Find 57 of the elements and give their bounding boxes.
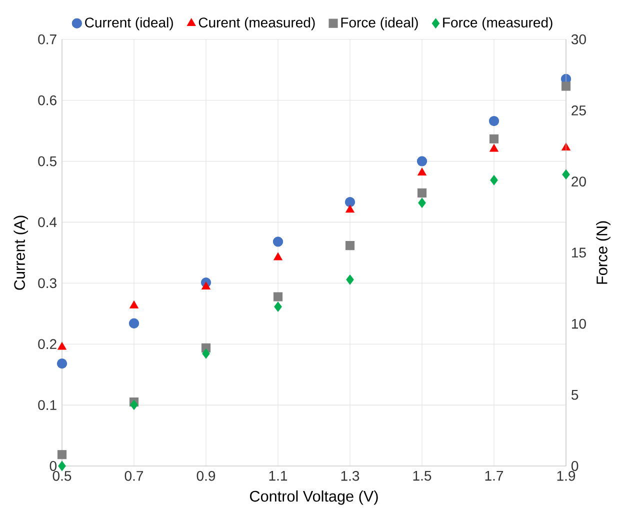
- y2-tick-label: 20: [572, 176, 586, 187]
- point: [57, 450, 67, 460]
- y-tick-label: 0.7: [38, 34, 56, 44]
- y-tick-label: 0.3: [38, 278, 56, 288]
- point: [489, 134, 499, 144]
- y-tick-label: 0.4: [38, 217, 57, 228]
- point: [418, 198, 426, 208]
- x-tick-label: 1.9: [557, 470, 576, 481]
- y-axis-title: Current (A): [14, 216, 28, 290]
- x-tick-label: 1.5: [413, 470, 432, 481]
- y2-tick-label: 15: [572, 248, 586, 258]
- legend-label: Curent (measured): [198, 17, 315, 30]
- legend-label: Force (ideal): [341, 17, 418, 30]
- x-tick-label: 0.9: [196, 470, 216, 481]
- point: [130, 400, 138, 410]
- x-tick-label: 1.7: [485, 470, 504, 481]
- point: [58, 342, 66, 350]
- point: [416, 156, 428, 166]
- y2-tick-label: 10: [572, 318, 586, 329]
- point: [202, 282, 210, 290]
- y-tick-label: 0.5: [38, 156, 56, 166]
- point: [562, 169, 570, 180]
- y-tick-label: 0: [50, 461, 57, 471]
- point: [561, 82, 571, 91]
- point: [490, 144, 498, 152]
- point: [346, 204, 354, 213]
- point: [56, 358, 68, 369]
- point: [418, 168, 426, 176]
- point: [130, 300, 138, 308]
- legend-label: Force (measured): [443, 17, 552, 30]
- point: [202, 348, 210, 359]
- y-tick-label: 0.6: [38, 95, 56, 106]
- point: [273, 292, 283, 302]
- point: [272, 236, 284, 247]
- y-tick-label: 0.2: [38, 339, 56, 350]
- point: [344, 197, 356, 208]
- y2-tick-label: 25: [572, 105, 586, 116]
- x-tick-label: 0.7: [124, 470, 144, 481]
- point: [490, 175, 498, 186]
- y2-tick-label: 0: [571, 461, 578, 471]
- legend-label: Current (ideal): [85, 17, 173, 30]
- y2-axis-title: Force (N): [596, 221, 610, 284]
- point: [58, 460, 66, 472]
- point: [488, 116, 500, 126]
- y-tick-label: 0.1: [38, 400, 56, 410]
- y2-tick-label: 5: [572, 390, 578, 400]
- x-tick-label: 0.5: [52, 470, 72, 481]
- point: [346, 274, 354, 285]
- point: [128, 318, 140, 328]
- x-axis-title: Control Voltage (V): [250, 490, 378, 505]
- point: [417, 188, 427, 198]
- y2-tick-label: 30: [571, 34, 586, 44]
- x-tick-label: 1.1: [269, 470, 288, 481]
- point: [274, 302, 282, 312]
- point: [274, 252, 282, 260]
- x-tick-label: 1.3: [341, 470, 360, 481]
- point: [345, 241, 355, 250]
